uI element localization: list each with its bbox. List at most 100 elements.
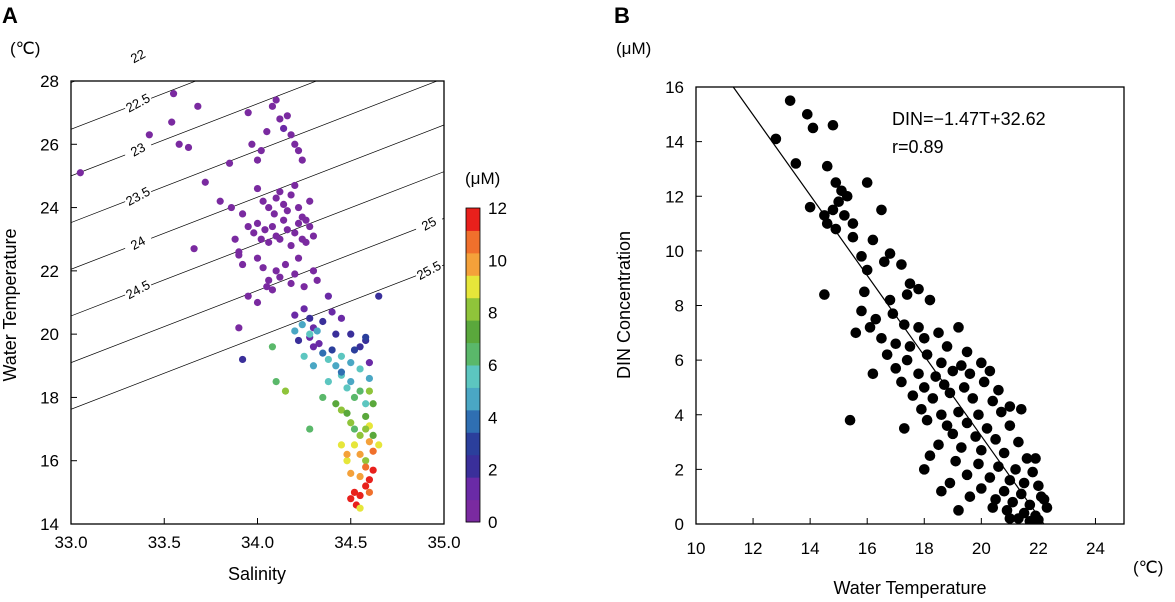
x-tick-label: 22 (1029, 539, 1048, 558)
data-point (898, 423, 910, 434)
data-point (168, 118, 176, 126)
data-point (309, 362, 318, 370)
data-point (313, 327, 321, 335)
data-point (1041, 502, 1053, 513)
data-point (362, 333, 370, 341)
data-point (938, 379, 950, 391)
data-point (268, 222, 277, 231)
data-point (337, 314, 346, 322)
data-point (856, 251, 867, 262)
regression-line (732, 87, 1045, 524)
data-point (257, 147, 265, 155)
colorbar-segment (466, 365, 480, 388)
data-point (847, 231, 859, 243)
y-tick-label: 14 (40, 515, 59, 534)
data-point (283, 226, 291, 234)
isopycnal-label-bg (125, 188, 152, 203)
data-point (319, 349, 327, 357)
panel-b-x-unit: (℃) (1133, 558, 1163, 577)
data-point (804, 201, 816, 213)
isopycnal-label-bg (125, 141, 152, 156)
data-point (365, 374, 373, 383)
data-point (365, 387, 373, 395)
data-point (996, 406, 1007, 418)
data-point (1013, 513, 1024, 524)
data-point (291, 327, 299, 335)
data-point (283, 112, 291, 120)
x-tick-label: 10 (687, 539, 706, 558)
data-point (941, 420, 953, 431)
data-point (272, 194, 280, 202)
data-point (369, 431, 377, 439)
data-point (244, 109, 252, 117)
data-point (990, 494, 1001, 505)
x-tick-label: 18 (915, 539, 934, 558)
panel-b-label: B (614, 3, 630, 28)
data-point (261, 226, 269, 234)
data-point (961, 417, 973, 429)
data-point (947, 365, 959, 377)
data-point (921, 349, 933, 360)
isopycnal-label: 25 (419, 214, 439, 234)
data-point (306, 222, 314, 231)
data-point (253, 254, 262, 262)
data-point (1021, 453, 1033, 464)
data-point (936, 357, 947, 369)
data-point (924, 450, 936, 462)
colorbar-segment (466, 499, 480, 523)
data-point (287, 131, 295, 139)
y-tick-label: 8 (675, 297, 684, 316)
data-point (953, 505, 964, 516)
data-point (356, 504, 364, 512)
data-point (993, 384, 1004, 396)
y-tick-label: 0 (675, 515, 684, 534)
data-point (967, 393, 979, 404)
data-point (276, 273, 284, 281)
data-point (298, 321, 306, 329)
colorbar-tick-label: 2 (488, 461, 497, 480)
data-point (890, 338, 902, 350)
y-tick-label: 2 (675, 460, 684, 479)
data-point (309, 232, 318, 240)
data-point (268, 286, 277, 294)
data-point (936, 485, 947, 497)
data-point (890, 363, 902, 374)
data-point (313, 276, 321, 284)
data-point (369, 447, 377, 455)
panel-a-y-unit: (℃) (10, 39, 40, 58)
data-point (958, 382, 970, 393)
isopycnal-label: 24 (128, 233, 148, 253)
data-point (276, 115, 284, 123)
panel-a-label: A (2, 3, 18, 28)
panel-b-ylabel: DIN Concentration (614, 231, 634, 379)
x-tick-label: 20 (972, 539, 991, 558)
colorbar-segment (466, 387, 480, 411)
data-point (253, 156, 262, 164)
data-point (1018, 477, 1030, 489)
data-point (884, 294, 896, 306)
regression-r: r=0.89 (892, 137, 944, 157)
data-point (265, 203, 273, 212)
data-point (315, 340, 323, 348)
data-point (287, 241, 295, 250)
data-point (1015, 403, 1027, 415)
data-point (936, 409, 947, 421)
data-point (856, 305, 867, 317)
data-point (272, 96, 280, 104)
data-point (175, 140, 183, 148)
data-point (961, 346, 973, 358)
x-tick-label: 33.5 (148, 533, 181, 552)
data-point (916, 403, 927, 415)
data-point (216, 197, 224, 205)
data-point (76, 169, 84, 177)
data-point (250, 229, 258, 237)
data-point (827, 119, 839, 131)
data-point (1004, 420, 1016, 431)
data-point (169, 90, 178, 98)
data-point (190, 245, 198, 253)
data-point (194, 102, 202, 110)
data-point (976, 483, 987, 494)
data-point (973, 409, 984, 421)
isopycnal-label-bg (125, 95, 152, 110)
data-point (933, 439, 944, 451)
